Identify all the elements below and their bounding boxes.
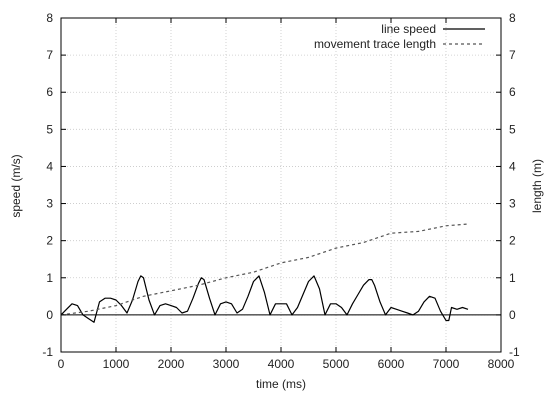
x-tick-label: 8000 [488, 357, 515, 371]
legend: line speed movement trace length [314, 22, 485, 51]
x-tick-label: 4000 [268, 357, 295, 371]
x-tick-label: 3000 [213, 357, 240, 371]
y-tick-label: -1 [42, 345, 53, 359]
y-tick-label: 6 [46, 85, 53, 99]
legend-label-movement-trace-length: movement trace length [314, 37, 436, 51]
x-tick-label: 6000 [378, 357, 405, 371]
y2-tick-label: 7 [509, 48, 516, 62]
plot-series [60, 223, 469, 323]
y-tick-label: 8 [46, 11, 53, 25]
legend-label-line-speed: line speed [381, 22, 436, 36]
y2-tick-label: 6 [509, 85, 516, 99]
y-tick-label: 7 [46, 48, 53, 62]
x-tick-label: 5000 [323, 357, 350, 371]
y2-tick-label: 1 [509, 271, 516, 285]
y2-tick-label: 8 [509, 11, 516, 25]
x-tick-label: 7000 [433, 357, 460, 371]
y-tick-label: 4 [46, 159, 53, 173]
y2-tick-label: 4 [509, 159, 516, 173]
series-line-movement-trace-length [60, 223, 469, 316]
y-tick-label: 1 [46, 271, 53, 285]
y2-tick-label: 2 [509, 234, 516, 248]
y-tick-label: 3 [46, 197, 53, 211]
x-axis-label: time (ms) [256, 377, 306, 391]
x-tick-label: 2000 [158, 357, 185, 371]
y2-tick-label: -1 [509, 345, 520, 359]
y-tick-label: 0 [46, 308, 53, 322]
y2-tick-label: 3 [509, 197, 516, 211]
y-axis-label: speed (m/s) [9, 154, 23, 217]
y-tick-label: 2 [46, 234, 53, 248]
y-tick-label: 5 [46, 122, 53, 136]
x-tick-label: 0 [58, 357, 65, 371]
y2-axis-label: length (m) [530, 159, 544, 213]
x-tick-label: 1000 [103, 357, 130, 371]
grid-lines [61, 18, 501, 352]
y2-tick-label: 5 [509, 122, 516, 136]
axis-ticks: 0 1000 2000 3000 4000 5000 6000 7000 8000-101234… [42, 11, 520, 371]
axis-labels: time (ms) speed (m/s) length (m) [9, 154, 544, 391]
y2-tick-label: 0 [509, 308, 516, 322]
